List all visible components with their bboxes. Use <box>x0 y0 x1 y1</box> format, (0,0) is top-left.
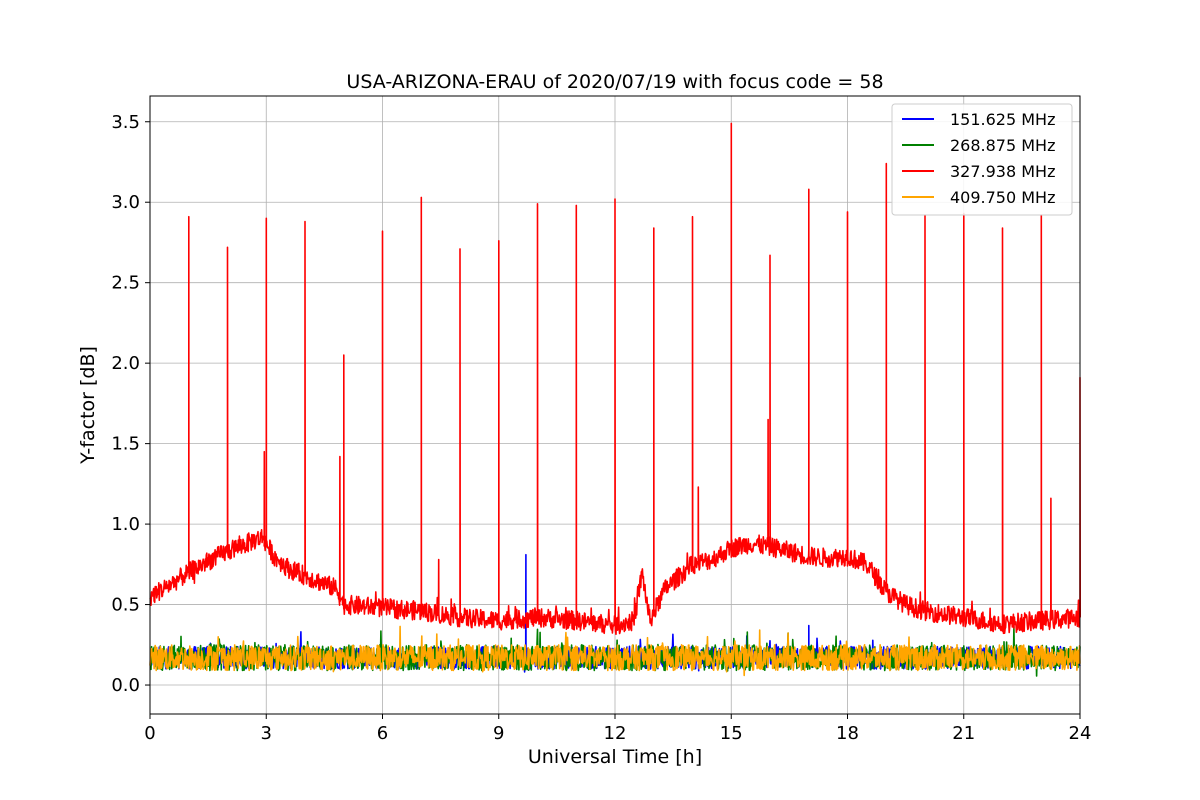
x-tick-label: 6 <box>377 723 388 744</box>
x-tick-label: 9 <box>493 723 504 744</box>
legend: 151.625 MHz 268.875 MHz 327.938 MHz 409.750… <box>891 103 1073 216</box>
x-tick-label: 18 <box>836 723 859 744</box>
legend-entry: 151.625 MHz <box>950 110 1055 129</box>
x-axis-ticks: 0 3 6 9 12 15 18 21 24 <box>144 714 1091 744</box>
legend-entry: 409.750 MHz <box>950 188 1055 207</box>
y-tick-label: 1.0 <box>111 514 140 535</box>
legend-box <box>891 103 1073 216</box>
legend-entry: 268.875 MHz <box>950 136 1055 155</box>
y-tick-label: 0.5 <box>111 595 140 616</box>
y-tick-label: 2.0 <box>111 353 140 374</box>
y-axis-ticks: 0.0 0.5 1.0 1.5 2.0 2.5 3.0 3.5 <box>111 112 150 696</box>
x-tick-label: 15 <box>720 723 743 744</box>
y-tick-label: 3.5 <box>111 112 140 133</box>
x-tick-label: 21 <box>952 723 975 744</box>
x-tick-label: 3 <box>261 723 272 744</box>
y-axis-label: Y-factor [dB] <box>77 346 99 465</box>
x-tick-label: 12 <box>604 723 627 744</box>
x-tick-label: 24 <box>1069 723 1092 744</box>
chart-title: USA-ARIZONA-ERAU of 2020/07/19 with focu… <box>346 71 883 93</box>
y-tick-label: 3.0 <box>111 192 140 213</box>
y-tick-label: 2.5 <box>111 273 140 294</box>
y-tick-label: 1.5 <box>111 434 140 455</box>
series-line <box>149 122 1081 635</box>
plot-series <box>149 122 1081 677</box>
series-line <box>149 625 1081 677</box>
y-tick-label: 0.0 <box>111 675 140 696</box>
x-tick-label: 0 <box>144 723 155 744</box>
x-axis-label: Universal Time [h] <box>528 746 702 768</box>
legend-entry: 327.938 MHz <box>950 162 1055 181</box>
